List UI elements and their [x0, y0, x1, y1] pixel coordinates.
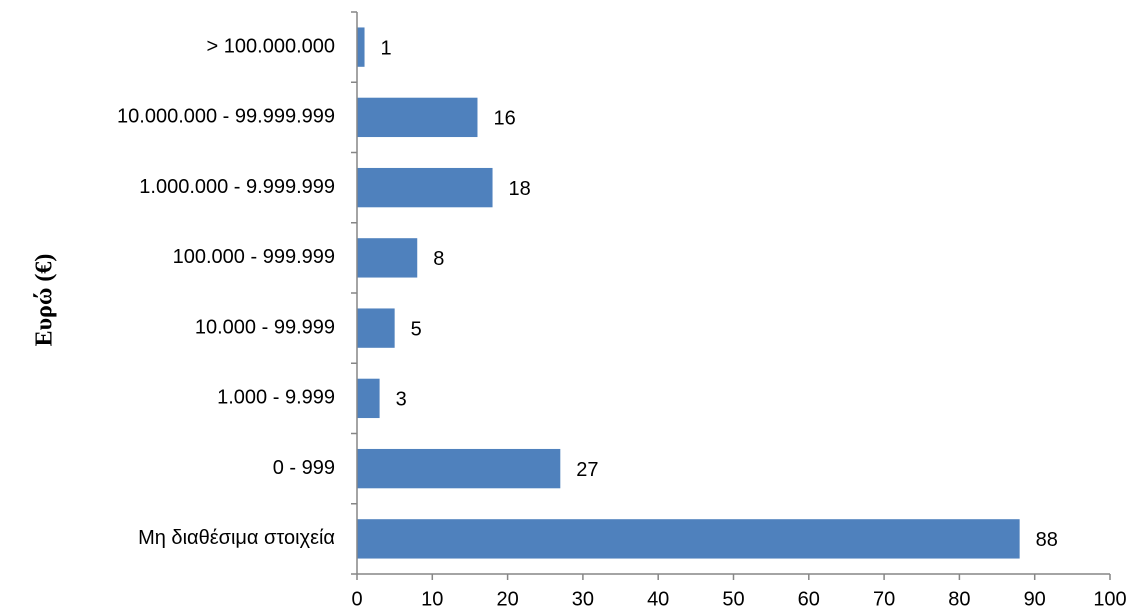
category-label: 0 - 999 [273, 457, 335, 479]
category-label: 100.000 - 999.999 [173, 246, 335, 268]
y-axis-label: Ευρώ (€) [32, 254, 58, 347]
x-tick-label: 60 [798, 588, 820, 607]
x-ticks-group: 0 10 20 30 40 50 60 70 80 90 100 [351, 11, 1127, 607]
bars-group [357, 27, 1020, 559]
bar [357, 167, 493, 208]
x-tick-label: 80 [948, 588, 970, 607]
category-labels-group: > 100.000.000 10.000.000 - 99.999.999 1.00… [117, 35, 335, 549]
x-tick-label: 90 [1024, 588, 1046, 607]
data-label: 18 [509, 178, 531, 200]
category-label: 1.000 - 9.999 [217, 387, 335, 409]
bar [357, 378, 380, 419]
data-label: 88 [1036, 529, 1058, 551]
bar [357, 27, 365, 67]
category-label: 10.000 - 99.999 [195, 316, 335, 338]
x-tick-label: 0 [351, 588, 362, 607]
data-label: 27 [576, 459, 598, 481]
data-label: 5 [411, 318, 422, 340]
bar [357, 97, 478, 138]
x-tick-label: 100 [1093, 588, 1126, 607]
data-label: 16 [493, 108, 515, 130]
category-label: Μη διαθέσιμα στοιχεία [138, 527, 335, 549]
data-label: 1 [381, 37, 392, 59]
x-tick-label: 10 [421, 588, 443, 607]
x-tick-label: 30 [572, 588, 594, 607]
data-labels-group: 1 16 18 8 5 3 27 88 [381, 37, 1058, 551]
bar [357, 448, 561, 489]
x-tick-label: 50 [722, 588, 744, 607]
x-tick-label: 70 [873, 588, 895, 607]
category-label: 1.000.000 - 9.999.999 [139, 176, 335, 198]
bar [357, 238, 418, 278]
data-label: 8 [433, 248, 444, 270]
bar [357, 519, 1020, 559]
x-tick-label: 40 [647, 588, 669, 607]
x-tick-label: 20 [496, 588, 518, 607]
category-label: > 100.000.000 [207, 35, 335, 57]
category-label: 10.000.000 - 99.999.999 [117, 106, 335, 128]
data-label: 3 [396, 389, 407, 411]
bar [357, 308, 395, 348]
